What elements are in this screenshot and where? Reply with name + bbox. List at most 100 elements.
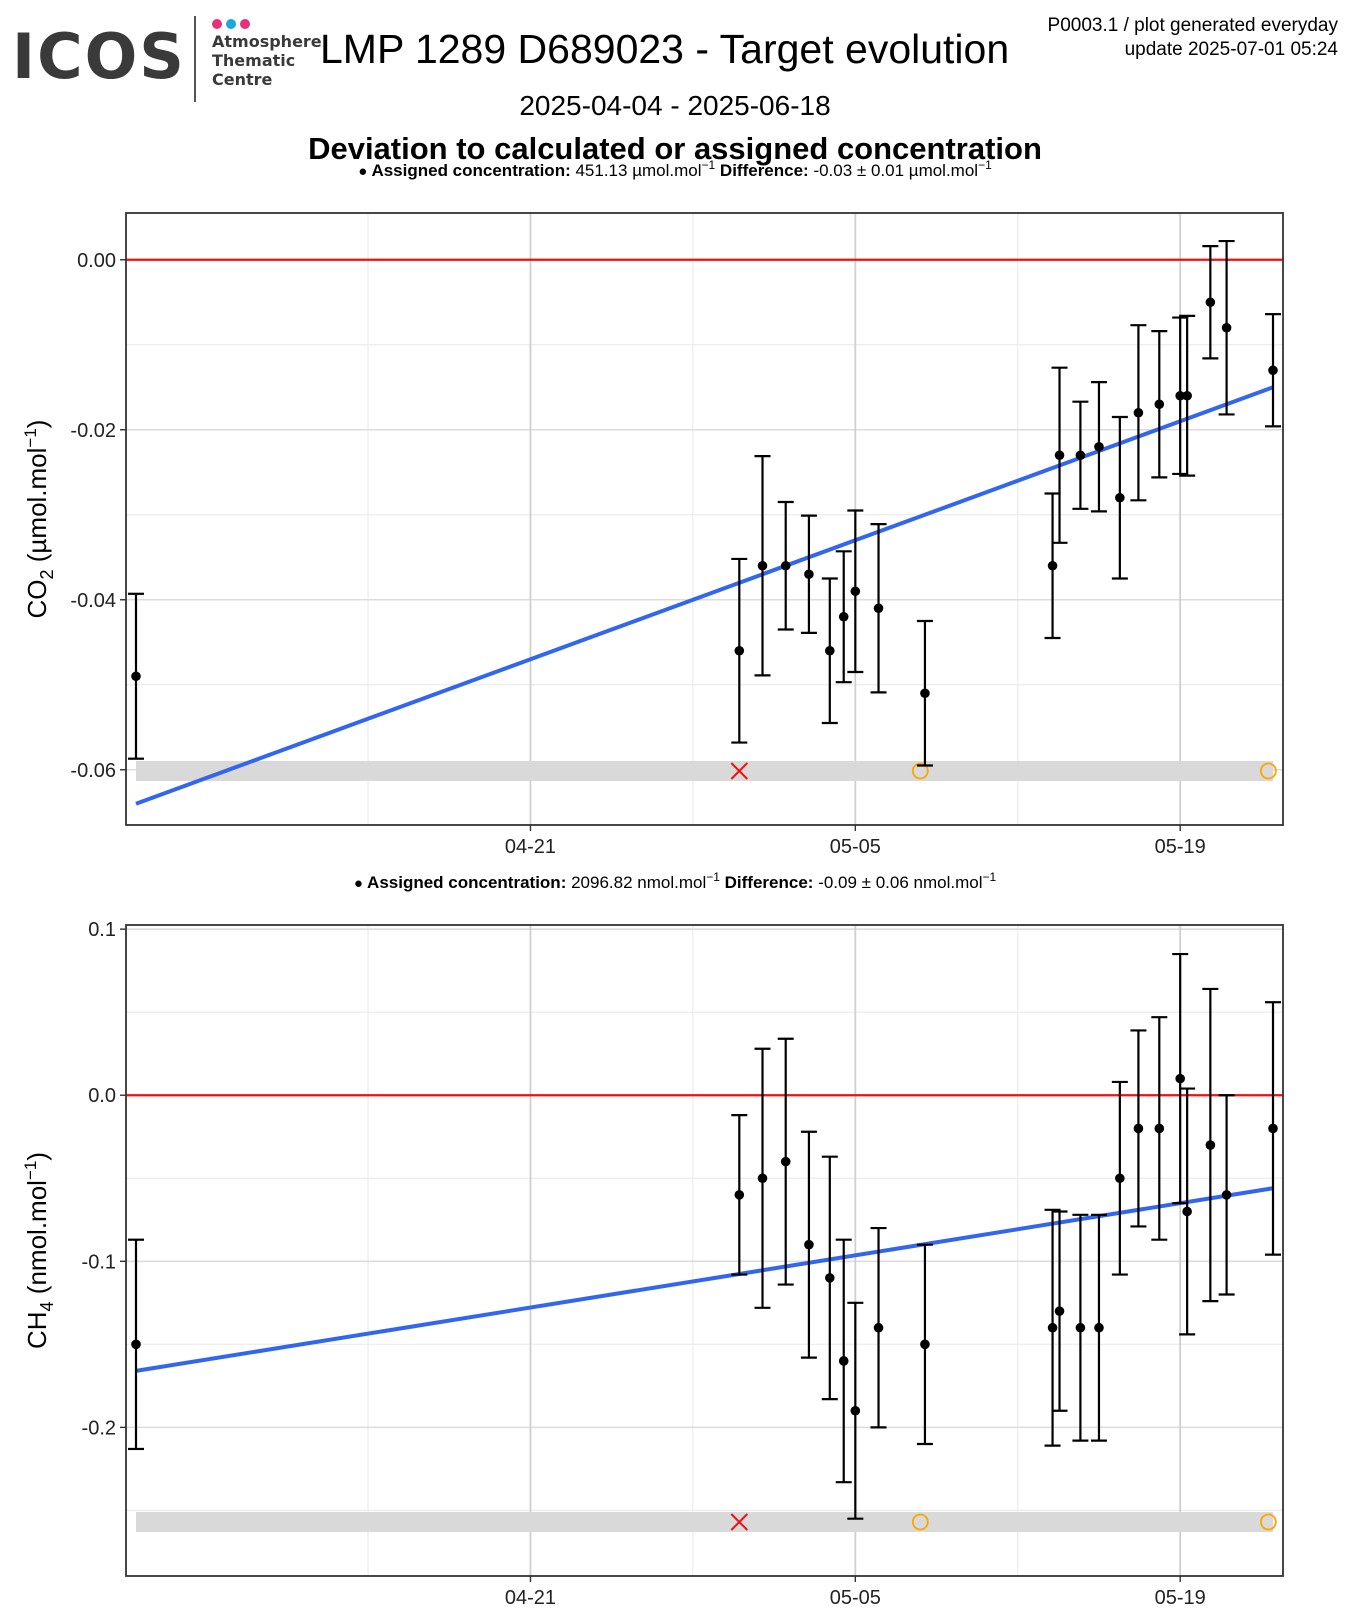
flag-circle-marker <box>911 1513 929 1531</box>
data-point <box>734 645 745 656</box>
y-tick-label: 0.1 <box>88 919 116 941</box>
plot-background <box>126 925 1283 1576</box>
data-point <box>850 586 861 597</box>
y-label-superscript: −1 <box>21 1161 40 1180</box>
data-point <box>920 1339 930 1350</box>
data-point <box>1221 322 1232 333</box>
y-label-subscript: 2 <box>37 569 57 579</box>
flag-circle-marker <box>1259 1513 1277 1531</box>
data-point <box>757 560 768 571</box>
legend-assigned-value: 2096.82 nmol.mol <box>566 873 706 892</box>
plot-border <box>125 924 1284 1577</box>
legend-assigned-label: Assigned concentration: <box>371 161 570 180</box>
y-label-unit: (µmol.mol <box>22 448 52 570</box>
chart-panel-ch4: 0.1 0.0 -0.1 -0.2 04-21 05-05 05-19 ● Assigned … <box>21 870 1284 1609</box>
plot-border <box>125 212 1284 826</box>
data-point <box>1054 1306 1065 1316</box>
chart-panel-co2: 0.00 -0.02 -0.04 -0.06 04-21 05-05 05-19 ● Assi… <box>21 158 1284 858</box>
data-point <box>873 603 884 614</box>
data-point <box>1075 450 1086 461</box>
legend-assigned-label: Assigned concentration: <box>367 873 566 892</box>
data-point <box>1115 1173 1125 1184</box>
logo-dots <box>212 16 254 34</box>
y-label-species: CO <box>22 579 52 618</box>
date-range: 2025-04-04 - 2025-06-18 <box>519 90 831 121</box>
update-timestamp: update 2025-07-01 05:24 <box>1124 39 1338 60</box>
legend-difference-value: -0.03 ± 0.01 µmol.mol <box>809 161 978 180</box>
data-point <box>1054 450 1065 461</box>
x-tick-label: 05-05 <box>830 836 881 858</box>
y-axis-label: CH4 (nmol.mol−1) <box>21 1152 57 1349</box>
logo-subtitle-line: Centre <box>212 70 273 89</box>
logo-divider <box>194 16 196 102</box>
data-point <box>1221 1190 1232 1200</box>
flag-circle-marker <box>1259 762 1277 780</box>
legend-dot: ● <box>354 875 367 892</box>
data-point <box>825 1273 835 1283</box>
logo-subtitle-line: Atmosphere <box>212 32 322 51</box>
flag-cross-marker <box>730 762 749 780</box>
plot-meta: P0003.1 / plot generated everyday update… <box>1048 14 1338 62</box>
flag-band <box>136 761 1273 781</box>
flag-circle-marker <box>911 762 929 780</box>
y-label-unit: (nmol.mol <box>22 1180 52 1301</box>
y-label-close: ) <box>22 420 52 429</box>
data-point <box>1133 1123 1144 1134</box>
legend-difference-value: -0.09 ± 0.06 nmol.mol <box>813 873 982 892</box>
y-tick-label: -0.1 <box>82 1251 116 1273</box>
data-point <box>1047 1322 1058 1333</box>
plot-meta-line: P0003.1 / plot generated everyday <box>1047 15 1338 36</box>
logo-dot <box>212 19 222 29</box>
icos-logo: ICOS Atmosphere Thematic Centre <box>12 14 322 104</box>
data-point <box>1154 399 1165 410</box>
data-point <box>920 688 930 699</box>
logo-dot <box>226 19 236 29</box>
data-point <box>1133 407 1144 418</box>
data-point <box>734 1190 745 1200</box>
x-tick-label: 05-19 <box>1155 836 1206 858</box>
x-tick-label: 05-19 <box>1155 1587 1206 1609</box>
data-point <box>1115 492 1125 503</box>
y-label-close: ) <box>22 1152 52 1161</box>
logo-subtitle: Atmosphere Thematic Centre <box>212 32 322 89</box>
data-point <box>825 645 835 656</box>
y-axis-label: CO2 (µmol.mol−1) <box>21 420 57 619</box>
data-point <box>1175 1073 1185 1084</box>
data-point <box>780 1156 791 1167</box>
data-point <box>804 1239 814 1250</box>
x-tick-label: 04-21 <box>505 1587 556 1609</box>
legend-difference-label: Difference: <box>720 873 814 892</box>
legend-superscript: −1 <box>982 870 996 884</box>
plot-background <box>126 213 1283 825</box>
data-point <box>1268 1123 1278 1134</box>
trend-line <box>135 1186 1274 1373</box>
y-label-superscript: −1 <box>21 428 40 447</box>
y-label-species: CH <box>22 1311 52 1349</box>
data-point <box>1205 1140 1216 1150</box>
data-point <box>131 671 141 682</box>
data-point <box>1094 441 1104 452</box>
y-tick-label: 0.00 <box>77 250 116 272</box>
data-point <box>1268 365 1278 376</box>
legend-line: ● Assigned concentration: 451.13 µmol.mo… <box>358 158 992 180</box>
data-point <box>757 1173 768 1184</box>
data-point <box>1182 390 1192 401</box>
x-tick-label: 05-05 <box>830 1587 881 1609</box>
data-point <box>1182 1206 1192 1217</box>
y-tick-label: -0.02 <box>70 420 116 442</box>
legend-line: ● Assigned concentration: 2096.82 nmol.m… <box>354 870 997 892</box>
data-point <box>780 560 791 571</box>
legend-difference-label: Difference: <box>715 161 809 180</box>
data-point <box>1175 390 1185 401</box>
flag-band <box>136 1512 1273 1532</box>
data-point <box>1094 1322 1104 1333</box>
data-point <box>1047 560 1058 571</box>
y-tick-label: -0.06 <box>70 760 116 782</box>
data-point <box>1075 1322 1086 1333</box>
y-tick-label: -0.2 <box>82 1417 116 1439</box>
x-tick-label: 04-21 <box>505 836 556 858</box>
data-point <box>1205 297 1216 308</box>
chart-subtitle: Deviation to calculated or assigned conc… <box>308 131 1042 166</box>
y-tick-label: 0.0 <box>88 1085 116 1107</box>
